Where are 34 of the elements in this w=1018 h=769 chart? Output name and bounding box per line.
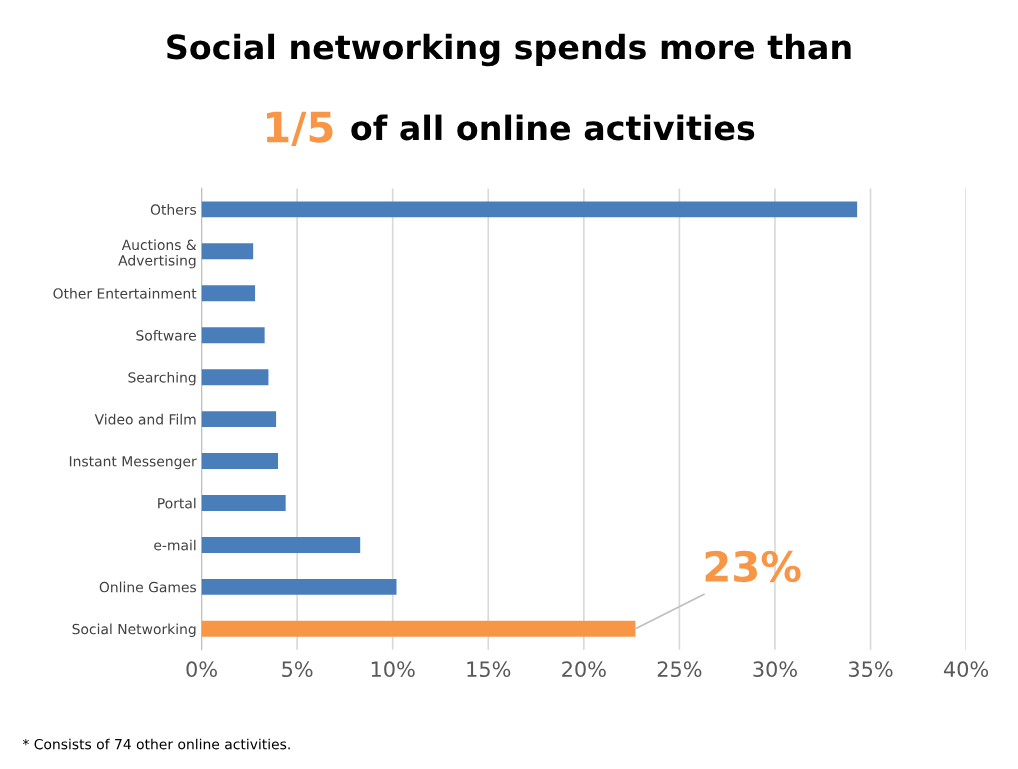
bar: [201, 620, 636, 637]
bar: [201, 243, 254, 260]
x-tick-label: 5%: [282, 661, 313, 678]
y-tick-label: e-mail: [154, 539, 196, 551]
y-tick-label: Others: [150, 204, 197, 215]
x-tick-label: 15%: [467, 661, 511, 678]
y-tick-label: Portal: [158, 497, 196, 509]
bar: [201, 536, 361, 553]
bar: [201, 578, 397, 595]
x-tick-label: 25%: [657, 661, 702, 678]
bar: [201, 495, 286, 511]
bar: [201, 327, 265, 344]
x-tick-label: 10%: [371, 661, 415, 678]
annotation: 23%: [705, 550, 801, 583]
bar: [201, 201, 858, 218]
x-tick-label: 20%: [562, 661, 606, 678]
y-tick-label: Other Entertainment: [53, 287, 197, 299]
chart-title: Social networking spends more than 1/5 of all online activities: [167, 33, 851, 147]
y-tick-label: Instant Messenger: [69, 456, 197, 470]
bar: [201, 369, 269, 386]
bar: [201, 411, 277, 428]
bar: [201, 285, 256, 302]
x-tick-label: 35%: [848, 661, 893, 678]
y-tick-label: Searching: [128, 371, 196, 386]
y-tick-label: Software: [136, 329, 196, 341]
y-tick-label: Online Games: [99, 581, 197, 593]
x-tick-label: 40%: [943, 661, 989, 678]
y-tick-label: Video and Film: [94, 413, 196, 425]
x-tick-label: 0%: [186, 661, 217, 678]
x-tick-label: 30%: [753, 661, 797, 678]
y-tick-label: Social Networking: [72, 623, 196, 637]
text: * Consists of 74 other online activities.: [22, 738, 290, 750]
bar: [201, 453, 279, 470]
y-tick-label: Auctions & Advertising: [118, 239, 197, 269]
